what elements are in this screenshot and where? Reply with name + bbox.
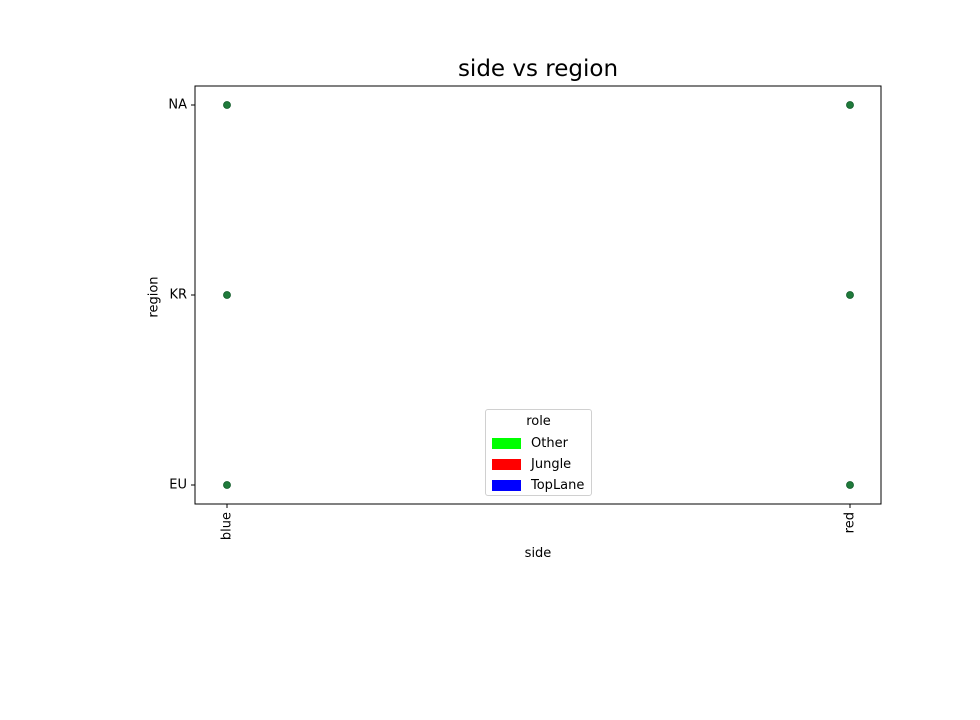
legend-label-other: Other [531,435,568,451]
legend-label-toplane: TopLane [531,477,585,493]
x-axis-label: side [524,546,552,561]
y-tick-label-KR: KR [169,288,187,303]
legend-title: role [526,414,551,429]
legend-swatch-jungle [492,458,521,470]
legend-item-toplane: TopLane [492,477,584,493]
legend: role Other Jungle TopLane [485,409,592,496]
y-tick-label-EU: EU [169,478,187,493]
legend-item-other: Other [492,435,568,451]
legend-swatch-toplane [492,479,521,491]
y-axis-label: region [146,276,162,318]
x-tick-label-red: red [843,512,858,533]
scatter-point-red-EU [846,481,854,489]
y-tick-label-NA: NA [168,98,187,113]
scatter-point-blue-KR [223,291,231,299]
scatter-point-red-NA [846,101,854,109]
x-tick-label-blue: blue [220,512,235,540]
scatter-point-blue-NA [223,101,231,109]
scatter-point-blue-EU [223,481,231,489]
chart-title: side vs region [457,56,619,82]
legend-swatch-other [492,437,521,449]
legend-label-jungle: Jungle [531,456,572,472]
legend-item-jungle: Jungle [492,456,571,472]
scatter-point-red-KR [846,291,854,299]
